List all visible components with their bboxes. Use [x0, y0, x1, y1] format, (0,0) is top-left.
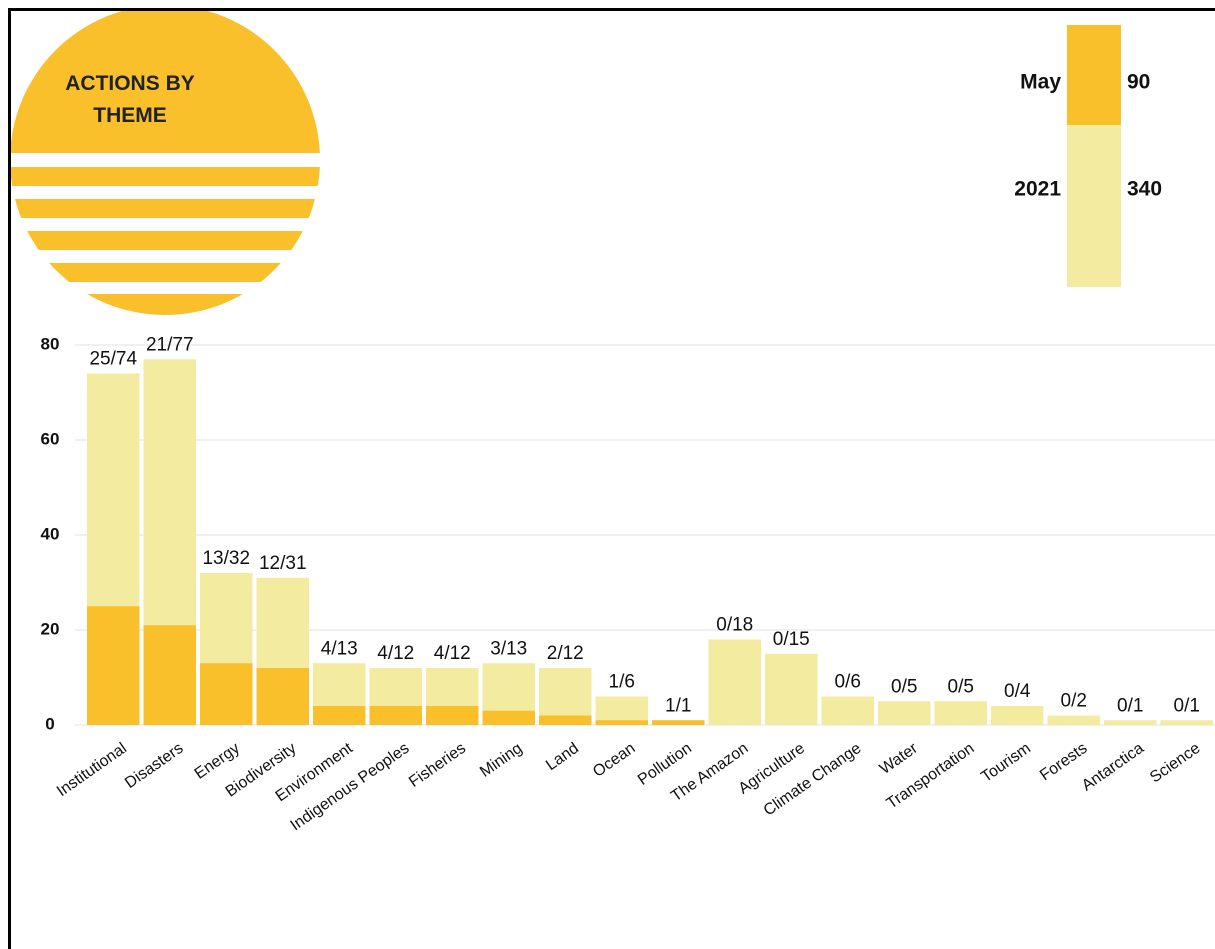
y-tick-label: 80	[41, 334, 60, 353]
value-label: 3/13	[490, 638, 527, 659]
value-label: 0/5	[891, 676, 917, 697]
value-label: 2/12	[547, 643, 584, 664]
x-tick-label: Science	[1147, 740, 1203, 787]
x-tick-label: Climate Change	[761, 740, 865, 820]
bar	[991, 706, 1044, 725]
x-tick-label: Disasters	[122, 740, 186, 792]
y-tick-label: 60	[41, 429, 60, 448]
value-label: 0/6	[835, 672, 861, 693]
legend-total: 90	[1127, 71, 1150, 94]
bar	[878, 701, 931, 725]
legend-label: May	[1020, 71, 1061, 94]
x-tick-label: Institutional	[54, 740, 130, 800]
x-tick-label: Ocean	[590, 740, 638, 781]
bar	[143, 625, 196, 725]
x-tick-label: Land	[543, 740, 582, 774]
bar	[652, 720, 705, 725]
bar	[482, 710, 535, 725]
bar	[934, 701, 987, 725]
bar	[595, 720, 648, 725]
bar	[1104, 720, 1157, 725]
y-tick-label: 40	[41, 524, 60, 543]
bar	[87, 606, 140, 725]
value-label: 1/1	[665, 695, 691, 716]
bar	[313, 706, 366, 725]
value-label: 12/31	[259, 553, 307, 574]
bar	[708, 639, 761, 725]
value-label: 13/32	[202, 548, 250, 569]
bar	[256, 668, 309, 725]
value-label: 4/12	[434, 643, 471, 664]
frame	[8, 8, 1215, 949]
y-tick-label: 0	[45, 714, 54, 733]
x-tick-label: Mining	[477, 740, 525, 781]
x-tick-label: Fisheries	[406, 740, 469, 791]
value-label: 0/2	[1061, 691, 1087, 712]
value-label: 1/6	[609, 672, 635, 693]
value-label: 21/77	[146, 334, 194, 355]
bar	[765, 653, 818, 725]
chart-title: ACTIONS BY THEME	[65, 72, 195, 127]
y-tick-label: 20	[41, 619, 60, 638]
bar	[539, 715, 592, 725]
value-label: 4/12	[377, 643, 414, 664]
legend-label: 2021	[1014, 178, 1061, 201]
x-tick-label: Energy	[192, 740, 243, 783]
legend-swatch	[1067, 25, 1121, 125]
x-tick-label: Water	[877, 739, 922, 777]
bar	[1047, 715, 1100, 725]
value-label: 0/18	[716, 615, 753, 636]
value-label: 0/1	[1117, 695, 1143, 716]
bar	[369, 706, 422, 725]
value-label: 4/13	[321, 638, 358, 659]
bar	[200, 663, 253, 725]
legend-total: 340	[1127, 178, 1162, 201]
legend-swatch	[1067, 125, 1121, 287]
bar	[821, 696, 874, 725]
bar	[1160, 720, 1213, 725]
x-tick-label: Antarctica	[1079, 740, 1147, 795]
value-label: 0/15	[773, 629, 810, 650]
bar	[426, 706, 479, 725]
sun-decoration	[11, 11, 330, 315]
value-label: 0/4	[1004, 681, 1031, 702]
x-tick-label: Tourism	[978, 740, 1034, 786]
value-label: 0/1	[1174, 695, 1200, 716]
value-label: 0/5	[948, 676, 974, 697]
value-label: 25/74	[89, 349, 137, 370]
